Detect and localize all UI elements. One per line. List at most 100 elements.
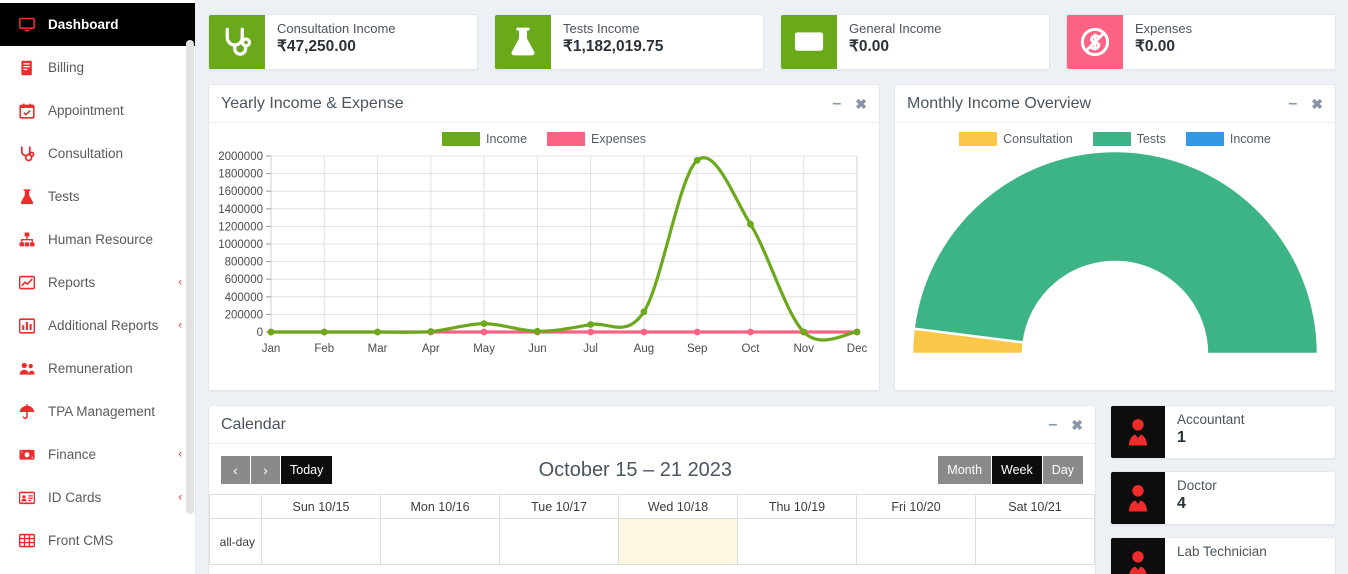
stat-card-consultation-income[interactable]: Consultation Income ₹47,250.00 [208, 14, 478, 70]
staff-card-doctor[interactable]: Doctor 4 [1110, 471, 1336, 525]
calendar-allday-cell[interactable] [261, 518, 381, 565]
calendar-view-month-button[interactable]: Month [938, 456, 993, 484]
sidebar-item-label: Front CMS [48, 533, 114, 548]
calendar-today-button[interactable]: Today [281, 456, 333, 484]
svg-text:200000: 200000 [225, 309, 263, 321]
staff-card-lab-technician[interactable]: Lab Technician [1110, 537, 1336, 574]
svg-text:Apr: Apr [422, 343, 440, 355]
close-icon[interactable]: ✖ [1071, 416, 1083, 433]
sidebar-item-tpa-management[interactable]: TPA Management [0, 390, 196, 433]
calendar-day-header[interactable]: Thu 10/19 [737, 494, 857, 519]
stethoscope-icon [209, 15, 265, 69]
sidebar-item-finance[interactable]: Finance ‹ [0, 433, 196, 476]
calendar-prev-button[interactable]: ‹ [221, 456, 251, 484]
calendar-view-week-button[interactable]: Week [992, 456, 1043, 484]
sidebar-item-label: Billing [48, 60, 85, 75]
calendar-allday-cell[interactable] [737, 518, 857, 565]
calendar-day-header[interactable]: Sat 10/21 [975, 494, 1095, 519]
user-tie-icon [1111, 472, 1165, 524]
calendar-day-header[interactable]: Mon 10/16 [380, 494, 500, 519]
legend-item-consultation[interactable]: Consultation [959, 132, 1073, 146]
monitor-icon [16, 16, 38, 34]
sidebar-item-additional-reports[interactable]: Additional Reports ‹ [0, 304, 196, 347]
svg-text:1800000: 1800000 [218, 169, 263, 181]
minimize-icon[interactable]: – [1288, 94, 1298, 112]
sidebar-item-human-resource[interactable]: Human Resource [0, 218, 196, 261]
sidebar-item-label: Appointment [48, 103, 124, 118]
stethoscope-icon [16, 145, 38, 163]
sidebar-item-label: Consultation [48, 146, 124, 161]
sidebar-item-front-cms[interactable]: Front CMS [0, 519, 196, 562]
calendar-allday-cell[interactable] [499, 518, 619, 565]
legend-label: Income [1229, 132, 1271, 146]
sidebar-item-label: Reports [48, 275, 96, 290]
stat-card-tests-income[interactable]: Tests Income ₹1,182,019.75 [494, 14, 764, 70]
minimize-icon[interactable]: – [832, 94, 842, 112]
stat-card-value: ₹1,182,019.75 [563, 38, 664, 55]
stat-card-general-income[interactable]: General Income ₹0.00 [780, 14, 1050, 70]
stat-card-title: General Income [849, 21, 942, 36]
calendar-allday-row: all-day [209, 518, 1095, 565]
stat-card-body: General Income ₹0.00 [837, 15, 942, 69]
close-icon[interactable]: ✖ [855, 95, 867, 112]
legend-item-tests[interactable]: Tests [1092, 132, 1166, 146]
sidebar-item-id-cards[interactable]: ID Cards ‹ [0, 476, 196, 519]
calendar-allday-cell[interactable] [856, 518, 976, 565]
svg-text:Aug: Aug [634, 343, 654, 355]
sidebar-item-billing[interactable]: Billing [0, 46, 196, 89]
users-icon [16, 360, 38, 378]
flask-icon [495, 15, 551, 69]
sidebar-item-reports[interactable]: Reports ‹ [0, 261, 196, 304]
calendar-allday-label: all-day [209, 518, 262, 565]
stat-card-title: Expenses [1135, 21, 1193, 36]
half-donut-chart[interactable] [895, 146, 1335, 371]
sidebar-top-strip [0, 0, 196, 3]
calendar-panel: Calendar – ✖ ‹ › Today October 15 – 21 2… [208, 405, 1096, 574]
calendar-view-day-button[interactable]: Day [1042, 456, 1083, 484]
invoice-icon [16, 59, 38, 77]
svg-text:May: May [473, 343, 495, 355]
umbrella-icon [16, 403, 38, 421]
svg-text:Dec: Dec [847, 343, 868, 355]
sidebar-item-tests[interactable]: Tests [0, 175, 196, 218]
chart-legend-yearly: Income Expenses [209, 123, 879, 146]
legend-item-expenses[interactable]: Expenses [547, 132, 646, 146]
legend-item-income[interactable]: Income [442, 132, 527, 146]
calendar-toolbar: ‹ › Today October 15 – 21 2023 Month Week… [209, 444, 1095, 494]
legend-item-income[interactable]: Income [1185, 132, 1271, 146]
monthly-income-overview-panel: Monthly Income Overview – ✖ Consultation… [894, 84, 1336, 391]
staff-card-body: Lab Technician [1165, 538, 1267, 574]
calendar-next-button[interactable]: › [251, 456, 281, 484]
staff-card-body: Accountant 1 [1165, 406, 1245, 458]
legend-swatch-expenses [547, 132, 586, 146]
sidebar-item-dashboard[interactable]: Dashboard [0, 3, 196, 46]
stat-card-body: Consultation Income ₹47,250.00 [265, 15, 396, 69]
sidebar-item-remuneration[interactable]: Remuneration [0, 347, 196, 390]
stat-card-expenses[interactable]: Expenses ₹0.00 [1066, 14, 1336, 70]
calendar-day-header[interactable]: Tue 10/17 [499, 494, 619, 519]
line-chart[interactable]: 0 200000 400000 600000 800000 1000000 1200000 1… [209, 146, 879, 376]
svg-text:800000: 800000 [225, 257, 263, 269]
svg-text:1200000: 1200000 [218, 221, 263, 233]
calendar-allday-cell[interactable] [618, 518, 738, 565]
money-off-icon [1067, 15, 1123, 69]
sidebar-scrollbar[interactable] [186, 40, 194, 514]
calendar-day-header[interactable]: Wed 10/18 [618, 494, 738, 519]
user-tie-icon [1111, 406, 1165, 458]
staff-card-accountant[interactable]: Accountant 1 [1110, 405, 1336, 459]
staff-card-title: Accountant [1177, 412, 1245, 427]
minimize-icon[interactable]: – [1048, 415, 1058, 433]
sidebar-item-consultation[interactable]: Consultation [0, 132, 196, 175]
line-chart-icon [16, 274, 38, 292]
sidebar-item-label: Human Resource [48, 232, 154, 247]
calendar-day-header[interactable]: Sun 10/15 [261, 494, 381, 519]
close-icon[interactable]: ✖ [1311, 95, 1323, 112]
calendar-day-header[interactable]: Fri 10/20 [856, 494, 976, 519]
calendar-allday-cell[interactable] [975, 518, 1095, 565]
svg-text:400000: 400000 [225, 292, 263, 304]
id-card-icon [16, 489, 38, 507]
yearly-income-expense-panel: Yearly Income & Expense – ✖ Income Expens… [208, 84, 880, 391]
sidebar-item-appointment[interactable]: Appointment [0, 89, 196, 132]
calendar-allday-cell[interactable] [380, 518, 500, 565]
chart-legend-monthly: Consultation Tests Income [895, 123, 1335, 146]
